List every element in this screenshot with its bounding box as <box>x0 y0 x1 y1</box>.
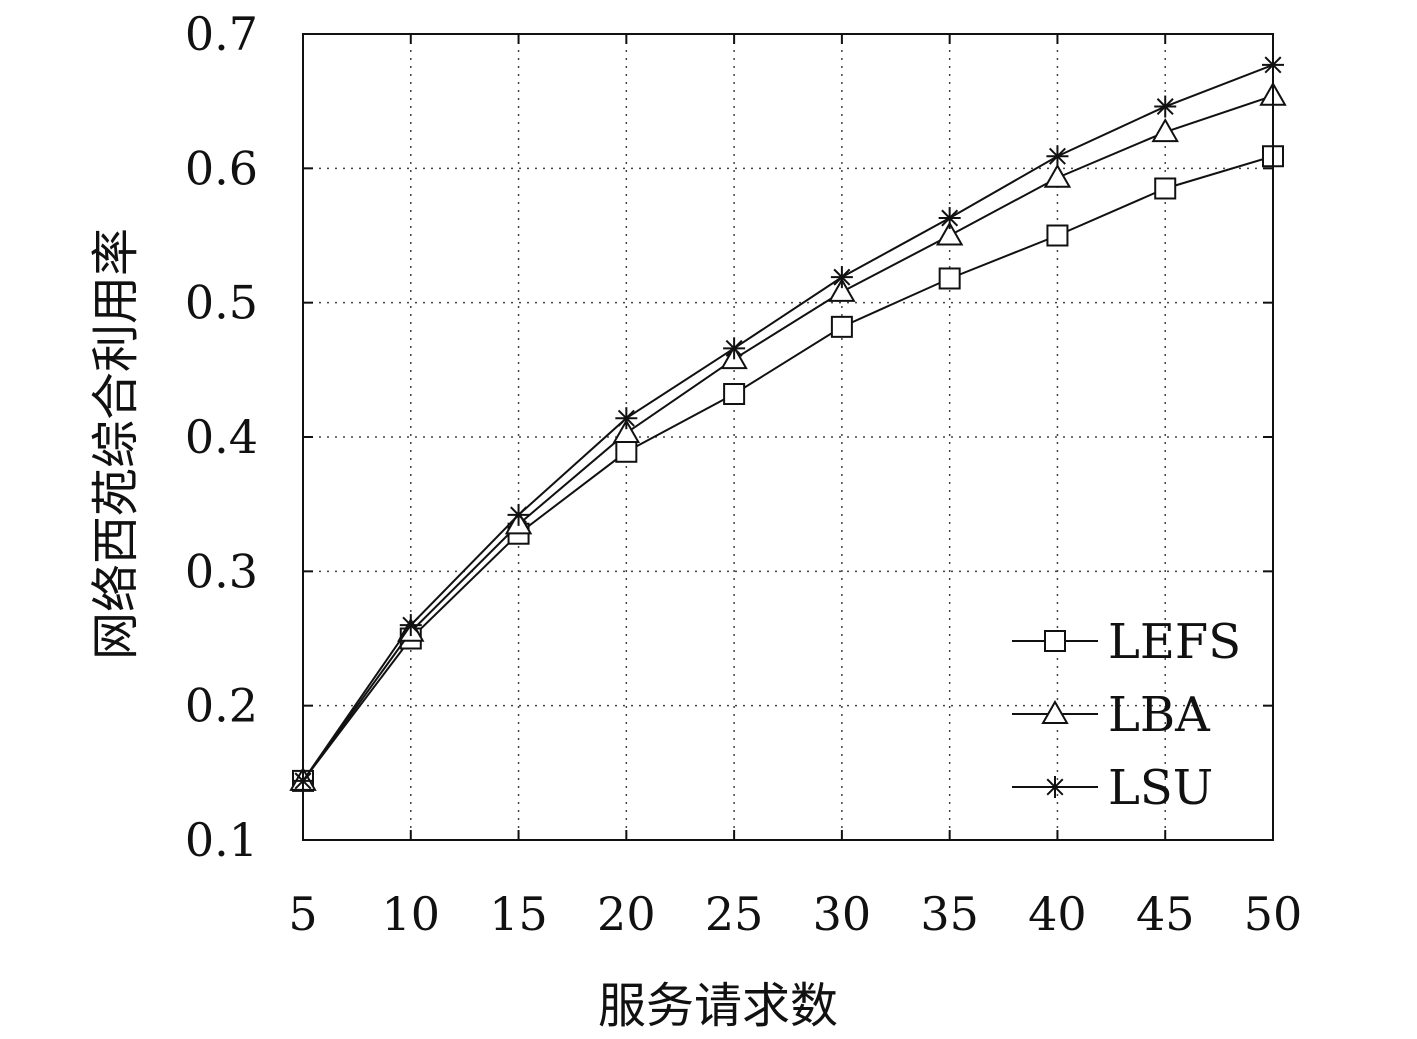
star-stroke <box>617 409 635 427</box>
series-line-lsu <box>302 63 1274 782</box>
star-stroke <box>402 616 420 634</box>
x-tick-label: 40 <box>1028 887 1087 941</box>
data-point-lsu <box>1154 95 1177 118</box>
data-point-lsu <box>723 337 746 360</box>
data-point-lba <box>1043 163 1072 188</box>
data-point-lefs <box>615 440 638 463</box>
star-stroke <box>833 268 851 286</box>
x-axis-label: 服务请求数 <box>598 978 838 1034</box>
data-point-lsu <box>615 407 638 430</box>
x-tick-label: 15 <box>489 887 548 941</box>
legend-marker <box>1044 776 1066 798</box>
legend-label: LBA <box>1108 687 1211 743</box>
data-point-lefs <box>1154 177 1177 200</box>
data-point-lsu <box>830 266 853 289</box>
y-tick-label: 0.5 <box>185 276 258 330</box>
legend: LEFS LBA LSU <box>1012 614 1241 816</box>
data-point-lsu <box>938 207 961 230</box>
star-stroke <box>725 339 743 357</box>
x-tick-label: 5 <box>288 887 317 941</box>
legend-label: LEFS <box>1108 614 1241 670</box>
x-tick-label: 20 <box>597 887 656 941</box>
y-tick-label: 0.3 <box>185 544 258 598</box>
data-point-lefs <box>938 267 961 290</box>
data-point-lsu <box>399 614 422 637</box>
data-point-lba <box>1151 118 1179 143</box>
x-tick-label: 45 <box>1136 887 1195 941</box>
x-tick-label: 25 <box>705 887 764 941</box>
data-point-lsu <box>507 503 530 526</box>
x-tick-label: 50 <box>1244 887 1303 941</box>
data-point-lsu <box>1046 145 1069 168</box>
data-point-lefs <box>1046 224 1069 247</box>
star-stroke <box>1046 778 1064 796</box>
legend-marker <box>1041 699 1069 724</box>
legend-label: LSU <box>1108 760 1213 816</box>
y-tick-label: 0.2 <box>185 679 258 733</box>
data-point-lefs <box>723 383 746 406</box>
data-point-lba <box>612 418 641 443</box>
star-stroke <box>1156 98 1174 116</box>
legend-marker <box>1044 630 1066 652</box>
data-point-lba <box>828 277 856 302</box>
axis-ticks <box>302 33 1274 841</box>
y-tick-labels: 0.1 0.2 0.3 0.4 0.5 0.6 0.7 <box>185 7 258 867</box>
y-tick-label: 0.6 <box>185 141 258 195</box>
legend-item-lba: LBA <box>1012 687 1211 743</box>
star-stroke <box>510 506 528 524</box>
data-point-lefs <box>830 315 853 338</box>
legend-item-lsu: LSU <box>1012 760 1213 816</box>
star-stroke <box>941 209 959 227</box>
y-axis-label: 网络西苑综合利用率 <box>88 228 144 660</box>
series-lsu <box>292 53 1284 792</box>
series-group <box>289 53 1287 792</box>
x-tick-labels: 5 10 15 20 25 30 35 40 45 50 <box>288 887 1302 941</box>
x-tick-label: 30 <box>813 887 872 941</box>
y-tick-label: 0.1 <box>185 813 258 867</box>
y-tick-label: 0.4 <box>185 410 258 464</box>
x-tick-label: 35 <box>920 887 979 941</box>
series-line-lba <box>302 94 1274 782</box>
y-tick-label: 0.7 <box>185 7 258 61</box>
data-point-lba <box>935 221 964 246</box>
legend-item-lefs: LEFS <box>1012 614 1241 670</box>
star-stroke <box>1048 147 1066 165</box>
x-tick-label: 10 <box>382 887 441 941</box>
series-line-lefs <box>302 155 1274 782</box>
